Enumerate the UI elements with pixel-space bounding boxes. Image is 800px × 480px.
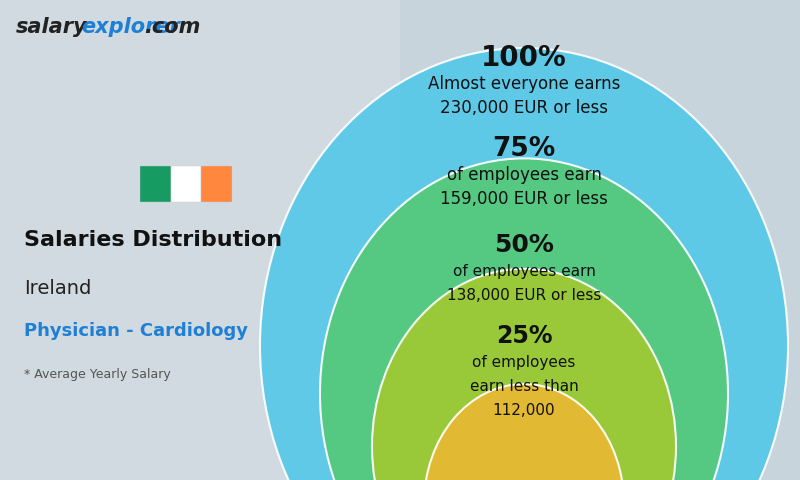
Text: 50%: 50% <box>494 233 554 257</box>
Text: explorer: explorer <box>82 17 180 37</box>
Text: 100%: 100% <box>481 44 567 72</box>
Text: Salaries Distribution: Salaries Distribution <box>24 230 282 250</box>
Text: 25%: 25% <box>496 324 552 348</box>
Text: 75%: 75% <box>492 136 556 162</box>
Text: of employees: of employees <box>472 355 576 370</box>
Text: salary: salary <box>16 17 88 37</box>
Text: 138,000 EUR or less: 138,000 EUR or less <box>447 288 601 303</box>
Ellipse shape <box>372 269 676 480</box>
Text: Physician - Cardiology: Physician - Cardiology <box>24 322 248 340</box>
Text: earn less than: earn less than <box>470 379 578 394</box>
Bar <box>170 166 202 202</box>
Bar <box>202 166 232 202</box>
Bar <box>0 0 400 480</box>
Ellipse shape <box>260 48 788 480</box>
Ellipse shape <box>320 158 728 480</box>
Text: * Average Yearly Salary: * Average Yearly Salary <box>24 368 170 381</box>
Text: 230,000 EUR or less: 230,000 EUR or less <box>440 99 608 117</box>
Text: Ireland: Ireland <box>24 278 91 298</box>
Text: of employees earn: of employees earn <box>453 264 595 279</box>
Ellipse shape <box>424 384 624 480</box>
Text: .com: .com <box>144 17 200 37</box>
Bar <box>140 166 170 202</box>
Text: Almost everyone earns: Almost everyone earns <box>428 75 620 93</box>
Text: 159,000 EUR or less: 159,000 EUR or less <box>440 190 608 208</box>
Text: of employees earn: of employees earn <box>446 166 602 184</box>
Text: 112,000: 112,000 <box>493 403 555 418</box>
